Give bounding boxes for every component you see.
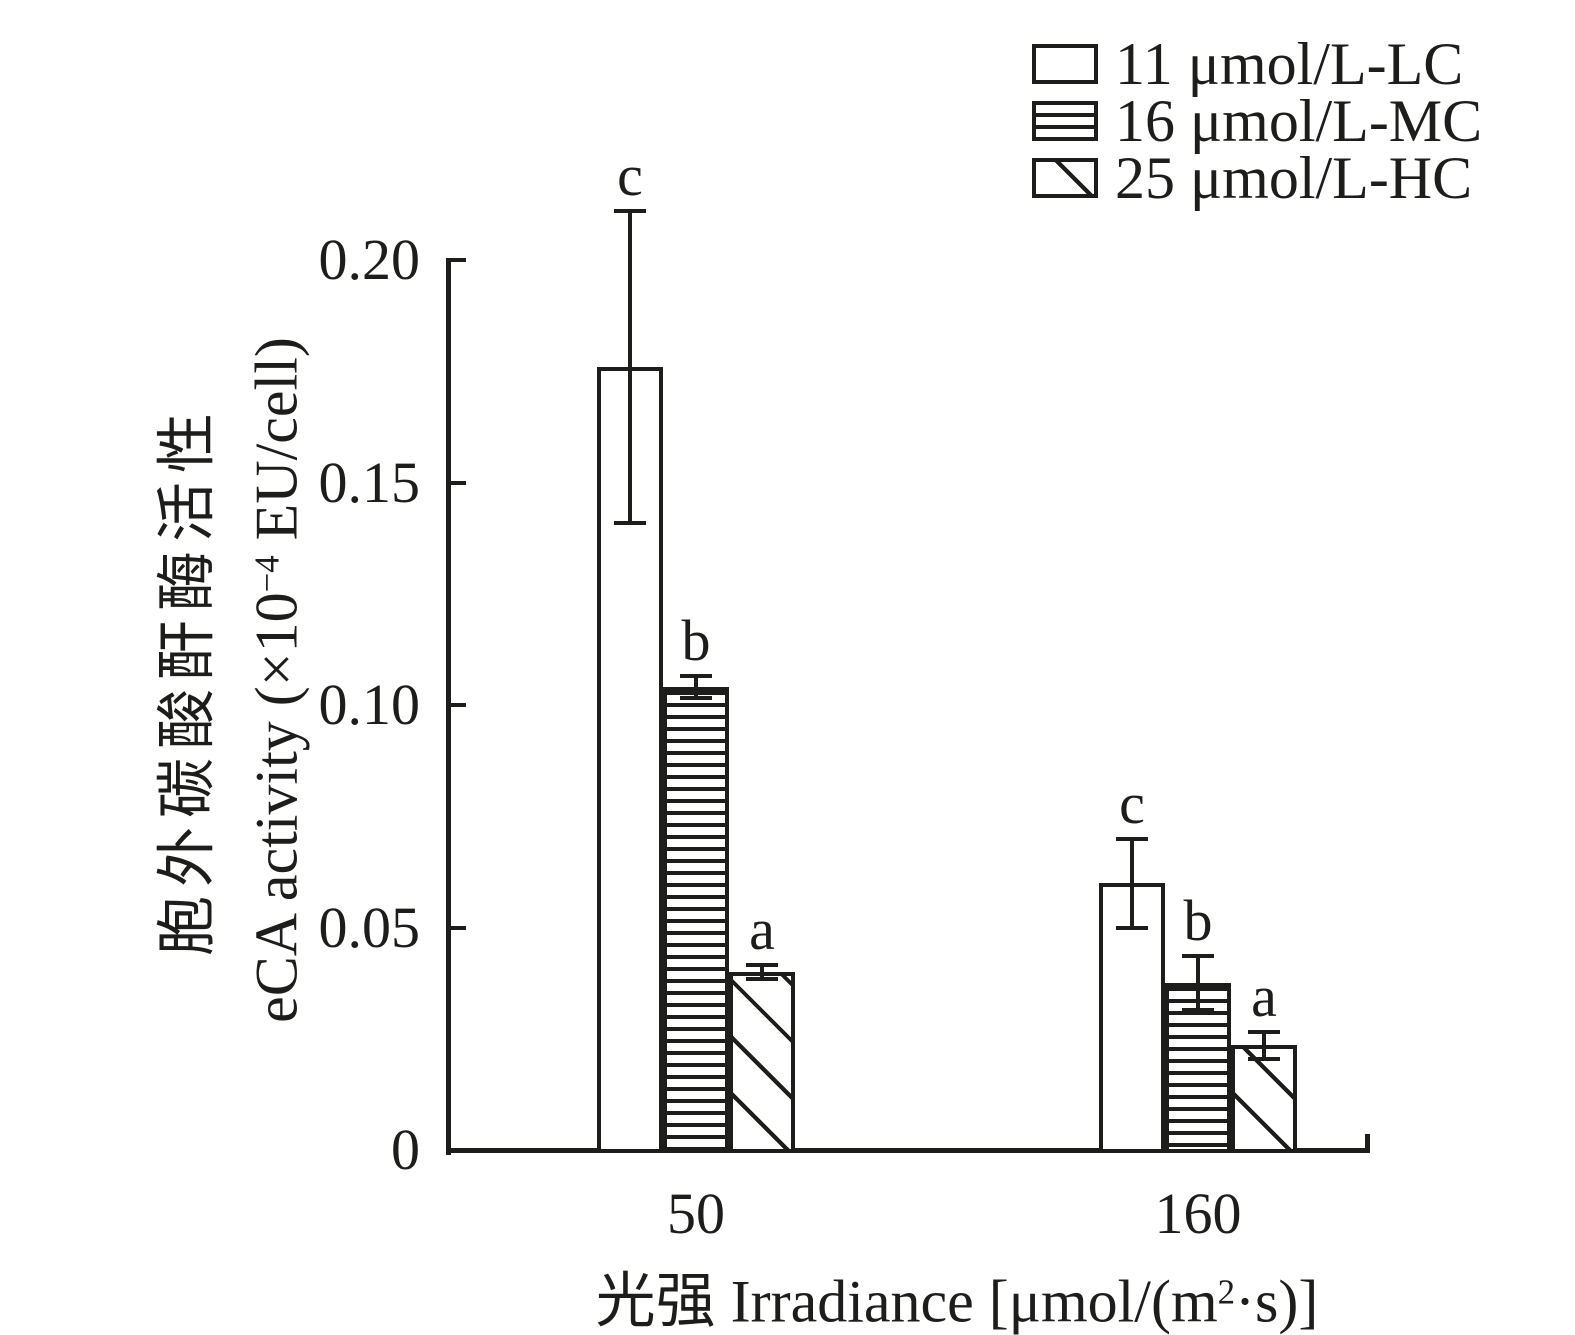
bar-50-HC — [729, 972, 795, 1153]
legend-swatch-horizontal-stripes — [1032, 101, 1098, 141]
error-cap-bottom-160-MC — [1182, 1007, 1214, 1012]
legend-label-lc: 11 μmol/L-LC — [1115, 31, 1464, 97]
legend-item-mc: 16 μmol/L-MC — [1032, 91, 1482, 151]
y-title-text-pre: eCA activity (×10 — [243, 592, 310, 1023]
sig-letter-160-LC: c — [1119, 770, 1145, 836]
legend-swatch-diagonal-stripes — [1032, 158, 1098, 198]
sig-letter-50-LC: c — [617, 143, 643, 209]
error-bar-160-LC — [1130, 838, 1134, 928]
sig-letter-160-HC: a — [1251, 964, 1277, 1030]
sig-letter-50-HC: a — [749, 897, 775, 963]
legend-item-lc: 11 μmol/L-LC — [1032, 34, 1482, 94]
y-tick-0.05 — [446, 925, 466, 930]
y-tick-0.10 — [446, 703, 466, 707]
error-cap-bottom-50-LC — [614, 520, 646, 525]
error-cap-bottom-50-HC — [746, 976, 778, 981]
error-cap-bottom-160-HC — [1248, 1056, 1280, 1061]
error-bar-50-HC — [760, 965, 764, 979]
x-axis-title: 光强 Irradiance [μmol/(m2·s)] — [596, 1253, 1319, 1335]
y-axis-title: 胞外碳酸酐酶活性 eCA activity (×10−4 EU/cell) — [147, 337, 316, 1023]
legend: 11 μmol/L-LC 16 μmol/L-MC 25 μmol/L-HC — [1032, 34, 1482, 208]
error-cap-top-160-HC — [1248, 1030, 1280, 1035]
y-title-superscript: −4 — [247, 555, 287, 593]
y-tick-label-0.20: 0.20 — [318, 227, 421, 292]
error-bar-50-LC — [628, 211, 632, 523]
y-tick-0.15 — [446, 480, 466, 485]
y-axis-title-english: eCA activity (×10−4 EU/cell) — [227, 337, 316, 1023]
error-cap-bottom-160-LC — [1116, 925, 1148, 930]
x-title-text-post: ·s)] — [1235, 1268, 1319, 1335]
y-tick-label-0.10: 0.10 — [318, 672, 421, 737]
x-tick-label-160: 160 — [1154, 1181, 1242, 1246]
error-cap-top-50-LC — [614, 209, 646, 214]
error-cap-top-160-MC — [1182, 954, 1214, 959]
x-axis-line — [446, 1148, 1370, 1153]
y-tick-label-0.05: 0.05 — [318, 894, 421, 960]
y-title-text-post: EU/cell) — [243, 337, 310, 556]
legend-label-mc: 16 μmol/L-MC — [1115, 88, 1483, 154]
error-cap-top-160-LC — [1116, 836, 1148, 841]
error-cap-top-50-HC — [746, 963, 778, 968]
bar-160-HC — [1231, 1045, 1297, 1153]
error-cap-top-50-MC — [680, 674, 712, 679]
sig-letter-50-MC: b — [681, 608, 711, 674]
x-axis-end-tick — [1365, 1134, 1370, 1150]
x-title-text-pre: 光强 Irradiance [μmol/(m — [595, 1268, 1218, 1335]
error-bar-160-HC — [1262, 1032, 1266, 1059]
y-axis-title-chinese: 胞外碳酸酐酶活性 — [154, 404, 221, 957]
legend-item-hc: 25 μmol/L-HC — [1032, 148, 1482, 208]
y-tick-label-0.15: 0.15 — [318, 449, 421, 515]
legend-label-hc: 25 μmol/L-HC — [1115, 145, 1473, 211]
sig-letter-160-MC: b — [1183, 888, 1213, 954]
x-title-superscript: 2 — [1217, 1272, 1236, 1312]
error-cap-bottom-50-MC — [680, 696, 712, 701]
error-bar-50-MC — [694, 676, 698, 699]
error-bar-160-MC — [1196, 956, 1200, 1010]
legend-swatch-plain — [1032, 44, 1098, 84]
bar-50-MC — [663, 687, 729, 1153]
y-tick-label-0: 0 — [391, 1117, 420, 1182]
x-tick-label-50: 50 — [667, 1181, 725, 1246]
y-tick-0.20 — [446, 258, 466, 262]
